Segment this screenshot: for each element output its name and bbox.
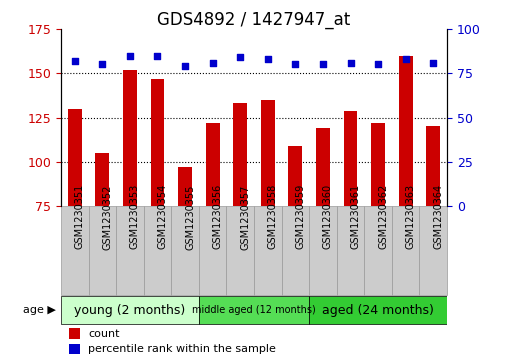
Point xyxy=(346,60,355,66)
Bar xyxy=(371,123,385,206)
Text: GSM1230355: GSM1230355 xyxy=(185,184,195,249)
Point xyxy=(319,62,327,68)
Point xyxy=(209,60,217,66)
Text: GSM1230354: GSM1230354 xyxy=(157,184,168,249)
Point xyxy=(126,53,134,58)
Title: GDS4892 / 1427947_at: GDS4892 / 1427947_at xyxy=(157,11,351,29)
Point xyxy=(402,56,410,62)
Bar xyxy=(261,100,275,206)
Bar xyxy=(343,111,358,206)
Point xyxy=(264,56,272,62)
FancyBboxPatch shape xyxy=(281,206,309,295)
FancyBboxPatch shape xyxy=(88,206,116,295)
Text: percentile rank within the sample: percentile rank within the sample xyxy=(88,344,276,354)
FancyBboxPatch shape xyxy=(116,206,144,295)
Text: age ▶: age ▶ xyxy=(23,305,56,315)
Bar xyxy=(69,328,80,339)
Bar xyxy=(206,123,219,206)
Text: GSM1230361: GSM1230361 xyxy=(351,184,361,249)
Text: GSM1230358: GSM1230358 xyxy=(268,184,278,249)
Bar xyxy=(316,128,330,206)
FancyBboxPatch shape xyxy=(309,206,337,295)
Bar xyxy=(233,103,247,206)
Bar xyxy=(123,70,137,206)
Text: GSM1230352: GSM1230352 xyxy=(102,184,112,249)
FancyBboxPatch shape xyxy=(227,206,254,295)
Point xyxy=(236,54,244,60)
Bar xyxy=(150,79,165,206)
FancyBboxPatch shape xyxy=(171,206,199,295)
Bar xyxy=(69,343,80,354)
FancyBboxPatch shape xyxy=(420,206,447,295)
Point xyxy=(71,58,79,64)
Bar xyxy=(178,167,192,206)
FancyBboxPatch shape xyxy=(61,296,199,324)
Text: GSM1230364: GSM1230364 xyxy=(433,184,443,249)
Text: GSM1230351: GSM1230351 xyxy=(75,184,85,249)
Bar xyxy=(68,109,82,206)
FancyBboxPatch shape xyxy=(254,206,281,295)
FancyBboxPatch shape xyxy=(199,206,227,295)
Point xyxy=(291,62,299,68)
Point xyxy=(429,60,437,66)
Bar xyxy=(426,126,440,206)
Bar xyxy=(399,56,412,206)
FancyBboxPatch shape xyxy=(144,206,171,295)
Point xyxy=(181,64,189,69)
Text: GSM1230359: GSM1230359 xyxy=(295,184,305,249)
Point xyxy=(153,53,162,58)
Text: middle aged (12 months): middle aged (12 months) xyxy=(192,305,316,315)
FancyBboxPatch shape xyxy=(199,296,309,324)
FancyBboxPatch shape xyxy=(61,206,88,295)
Text: GSM1230363: GSM1230363 xyxy=(406,184,416,249)
Text: GSM1230362: GSM1230362 xyxy=(378,184,388,249)
Point xyxy=(98,62,106,68)
Point xyxy=(374,62,382,68)
FancyBboxPatch shape xyxy=(392,206,420,295)
Bar xyxy=(289,146,302,206)
Text: young (2 months): young (2 months) xyxy=(74,303,185,317)
Text: GSM1230357: GSM1230357 xyxy=(240,184,250,249)
FancyBboxPatch shape xyxy=(364,206,392,295)
Text: GSM1230356: GSM1230356 xyxy=(213,184,223,249)
Text: GSM1230353: GSM1230353 xyxy=(130,184,140,249)
Text: GSM1230360: GSM1230360 xyxy=(323,184,333,249)
FancyBboxPatch shape xyxy=(309,296,447,324)
Text: count: count xyxy=(88,329,119,339)
Text: aged (24 months): aged (24 months) xyxy=(322,303,434,317)
FancyBboxPatch shape xyxy=(337,206,364,295)
Bar xyxy=(96,153,109,206)
